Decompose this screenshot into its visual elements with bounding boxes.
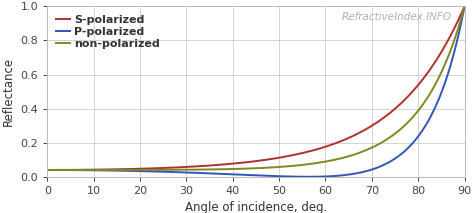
Y-axis label: Reflectance: Reflectance [2, 57, 15, 126]
non-polarized [92, 169, 98, 171]
non-polarized [454, 33, 459, 35]
S-polarized [454, 23, 459, 26]
P-polarized [454, 42, 459, 45]
non-polarized [223, 168, 228, 170]
S-polarized [45, 169, 50, 171]
P-polarized [204, 172, 210, 175]
P-polarized [92, 169, 98, 171]
S-polarized [92, 168, 98, 171]
S-polarized [117, 168, 123, 171]
Line: non-polarized: non-polarized [47, 6, 465, 170]
P-polarized [117, 169, 123, 172]
S-polarized [462, 5, 467, 8]
non-polarized [204, 168, 210, 171]
non-polarized [462, 5, 467, 8]
P-polarized [462, 5, 467, 8]
Line: S-polarized: S-polarized [47, 6, 465, 170]
non-polarized [117, 169, 123, 171]
Text: RefractiveIndex.INFO: RefractiveIndex.INFO [342, 12, 452, 22]
P-polarized [409, 143, 414, 146]
non-polarized [409, 117, 414, 120]
P-polarized [305, 176, 311, 178]
P-polarized [223, 173, 228, 175]
Line: P-polarized: P-polarized [47, 6, 465, 177]
P-polarized [45, 169, 50, 171]
Legend: S-polarized, P-polarized, non-polarized: S-polarized, P-polarized, non-polarized [53, 12, 163, 52]
non-polarized [45, 169, 50, 171]
S-polarized [204, 164, 210, 167]
S-polarized [409, 92, 414, 94]
X-axis label: Angle of incidence, deg.: Angle of incidence, deg. [185, 201, 327, 213]
S-polarized [223, 163, 228, 166]
